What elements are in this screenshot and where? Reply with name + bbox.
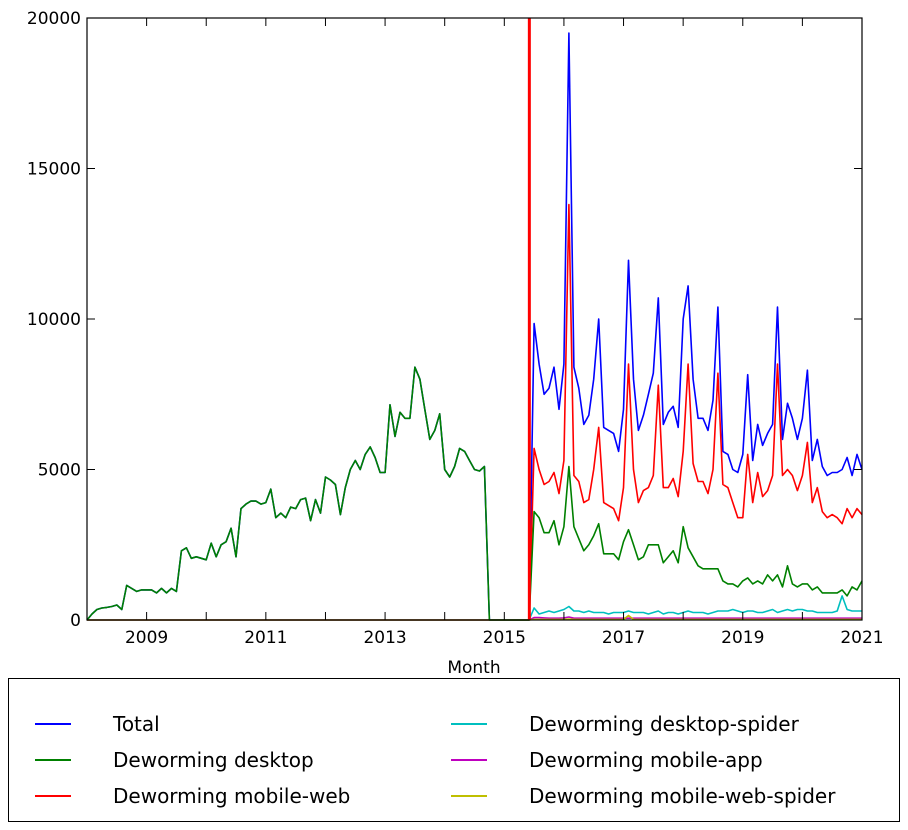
legend-item-desktop: Deworming desktop <box>35 745 314 775</box>
legend-swatch <box>35 795 71 797</box>
legend-label: Deworming mobile-web-spider <box>529 784 836 808</box>
legend-label: Deworming desktop <box>113 748 314 772</box>
legend-swatch <box>35 723 71 725</box>
legend: Total Deworming desktop Deworming mobile… <box>8 678 900 822</box>
x-tick-label: 2009 <box>125 628 168 648</box>
series-lines <box>86 18 863 621</box>
legend-item-mobile-web: Deworming mobile-web <box>35 781 350 811</box>
plot-frame <box>86 17 863 621</box>
series-line-total <box>86 32 863 621</box>
y-tick-label: 15000 <box>27 160 81 180</box>
y-tick-label: 0 <box>70 611 81 631</box>
legend-swatch <box>451 723 487 725</box>
legend-label: Total <box>113 712 160 736</box>
x-tick-label: 2021 <box>840 628 883 648</box>
legend-item-mobile-web-spider: Deworming mobile-web-spider <box>451 781 835 811</box>
x-tick-label: 2017 <box>602 628 645 648</box>
axis-ticks: 0 5000 10000 15000 20000 2009 2011 2013 2015 2017… <box>27 9 884 648</box>
legend-label: Deworming mobile-app <box>529 748 763 772</box>
series-line-deworming-desktop-spider <box>87 595 862 621</box>
y-tick-label: 5000 <box>38 461 81 481</box>
legend-label: Deworming mobile-web <box>113 784 351 808</box>
x-tick-label: 2019 <box>721 628 764 648</box>
x-axis-label: Month <box>447 658 500 678</box>
legend-item-total: Total <box>35 709 160 739</box>
series-line-deworming-desktop <box>86 366 863 621</box>
line-chart: 0 5000 10000 15000 20000 2009 2011 2013 2015 2017… <box>27 9 884 678</box>
x-tick-label: 2011 <box>244 628 287 648</box>
x-tick-label: 2013 <box>363 628 406 648</box>
legend-swatch <box>35 759 71 761</box>
legend-item-desktop-spider: Deworming desktop-spider <box>451 709 799 739</box>
legend-label: Deworming desktop-spider <box>529 712 799 736</box>
legend-swatch <box>451 795 487 797</box>
y-tick-label: 20000 <box>27 9 81 29</box>
legend-item-mobile-app: Deworming mobile-app <box>451 745 763 775</box>
x-tick-label: 2015 <box>483 628 526 648</box>
legend-swatch <box>451 759 487 761</box>
y-tick-label: 10000 <box>27 310 81 330</box>
